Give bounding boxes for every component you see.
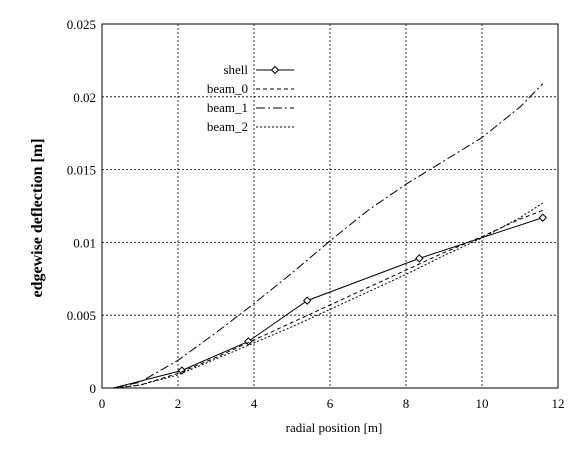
x-tick-label: 8 — [403, 396, 410, 411]
x-axis-label: radial position [m] — [286, 420, 383, 435]
series-lines — [113, 83, 548, 389]
series-line-shell — [113, 217, 543, 389]
y-tick-label: 0.025 — [67, 17, 96, 32]
series-line-beam_1 — [113, 83, 544, 389]
legend-label-shell: shell — [223, 62, 248, 77]
tick-labels: 0 2 4 6 8 10 12 0 0.005 0.01 0.015 0.02 0.025 — [67, 17, 565, 411]
y-axis-label: edgewise deflection [m] — [29, 138, 46, 297]
x-tick-label: 6 — [327, 396, 334, 411]
y-tick-label: 0.005 — [67, 308, 96, 323]
legend-marker-shell — [270, 65, 280, 75]
y-tick-label: 0.01 — [73, 235, 96, 250]
series-marker-shell — [415, 254, 424, 263]
x-tick-label: 4 — [251, 396, 258, 411]
y-tick-label: 0.015 — [67, 163, 96, 178]
x-tick-label: 12 — [552, 396, 565, 411]
legend-label-beam_2: beam_2 — [207, 119, 248, 134]
x-tick-label: 10 — [476, 396, 489, 411]
y-tick-label: 0.02 — [73, 90, 96, 105]
x-tick-label: 2 — [175, 396, 182, 411]
series-marker-shell — [538, 213, 548, 222]
legend-label-beam_0: beam_0 — [207, 81, 248, 96]
grid — [102, 24, 558, 388]
y-tick-label: 0 — [90, 381, 97, 396]
plot-frame — [101, 23, 559, 389]
series-marker-shell — [302, 296, 312, 305]
legend-label-beam_1: beam_1 — [207, 100, 248, 115]
series-line-beam_0 — [113, 209, 543, 389]
x-tick-label: 0 — [99, 396, 106, 411]
legend: shell beam_0 beam_1 beam_2 — [207, 62, 294, 134]
